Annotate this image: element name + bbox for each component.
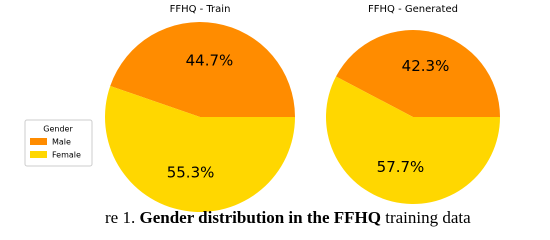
legend-label: Male	[52, 138, 71, 147]
pie-slice	[326, 76, 501, 204]
chart-title: FFHQ - Generated	[368, 4, 458, 15]
caption-bold: Gender distribution in the FFHQ	[139, 208, 381, 227]
value-label: 42.3%	[402, 57, 450, 75]
pie-slice	[105, 85, 295, 212]
value-label: 44.7%	[186, 51, 234, 69]
pie-slice	[335, 29, 500, 117]
page: FFHQ - Train 44.7% 55.3% Gender Male Female FF…	[24, 4, 501, 227]
caption: re 1. Gender distribution in the FFHQ tr…	[105, 208, 471, 227]
legend-title: Gender	[43, 125, 73, 134]
caption-rest: training data	[385, 208, 471, 227]
chart-title: FFHQ - Train	[170, 4, 231, 15]
legend-swatch	[30, 138, 47, 145]
figure: FFHQ - Train 44.7% 55.3% Gender Male Female FF…	[24, 4, 501, 227]
value-label: 55.3%	[167, 164, 215, 182]
pie-slice	[110, 21, 295, 117]
caption-prefix: re 1.	[105, 208, 135, 227]
value-label: 57.7%	[377, 158, 425, 176]
legend-label: Female	[52, 151, 81, 160]
legend-swatch	[30, 151, 47, 158]
